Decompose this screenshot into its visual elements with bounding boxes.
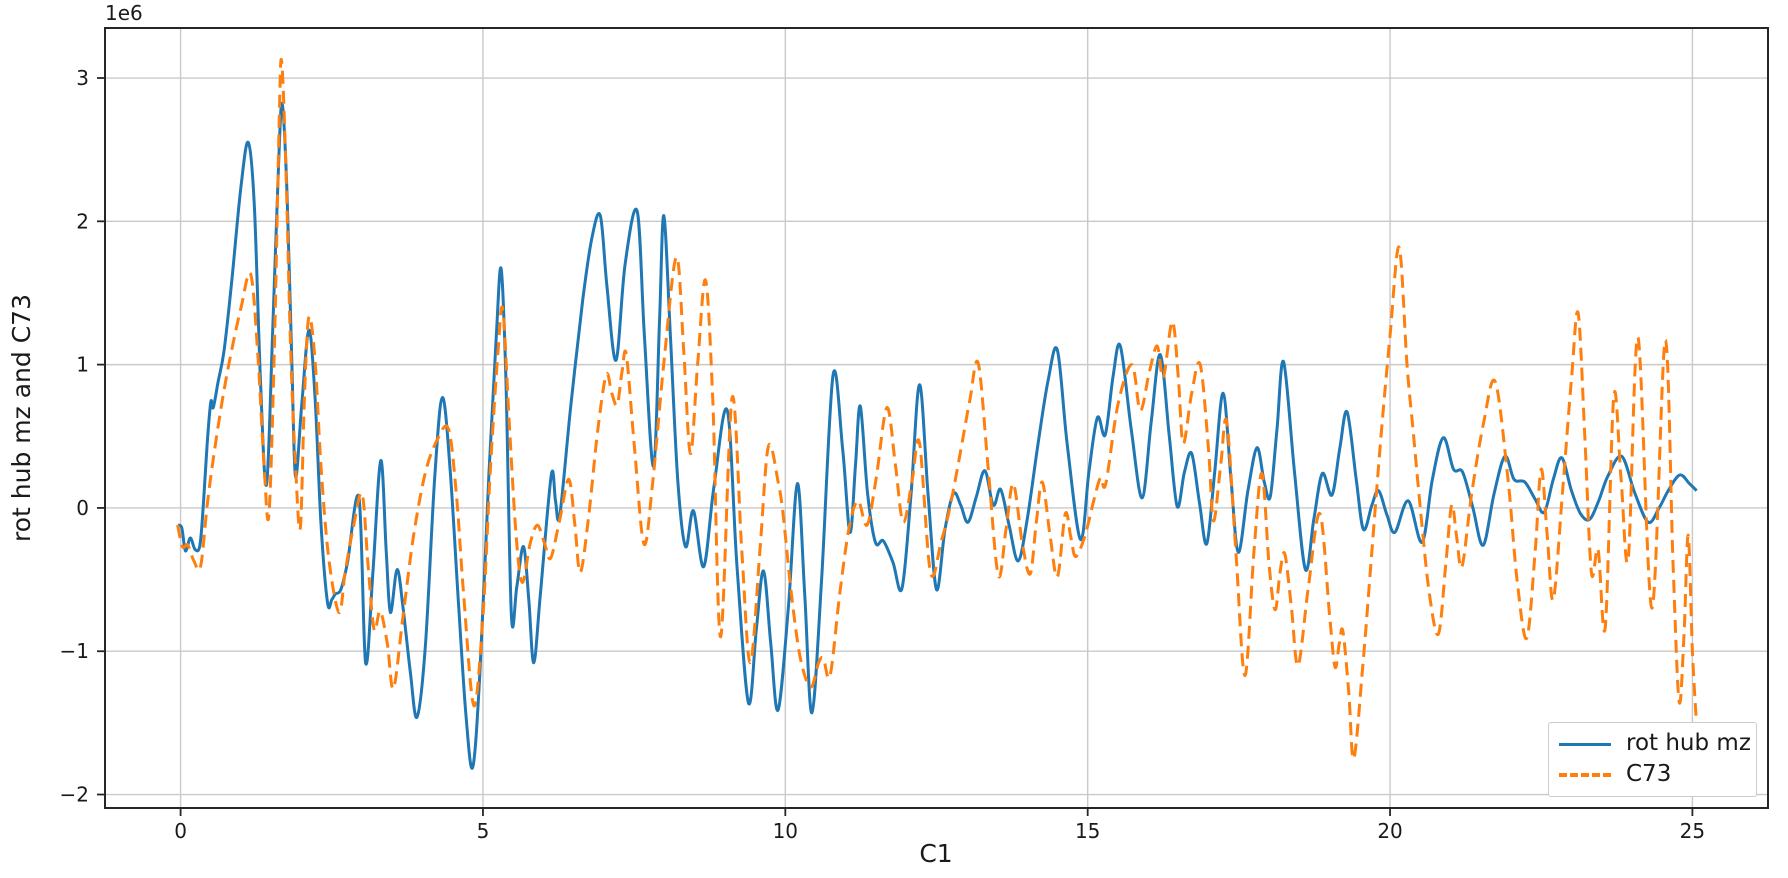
legend: rot hub mz C73 xyxy=(1548,722,1757,797)
x-tick-label: 15 xyxy=(1075,819,1100,843)
axis-layer: 0 5 10 15 20 25 −2 −1 0 1 2 3 xyxy=(60,27,1769,843)
x-tick-label: 10 xyxy=(773,819,798,843)
plot-spines xyxy=(104,27,1769,809)
y-tick-label: −2 xyxy=(60,783,89,807)
y-tick-label: −1 xyxy=(60,639,89,663)
y-tick-label: 0 xyxy=(76,496,89,520)
series-line-rot-hub-mz xyxy=(176,101,1698,770)
legend-entry-rot-hub-mz: rot hub mz xyxy=(1559,731,1751,756)
legend-label: rot hub mz xyxy=(1626,730,1751,757)
y-tick-label: 2 xyxy=(76,209,89,233)
x-axis-label: C1 xyxy=(919,839,952,868)
grid-layer xyxy=(105,28,1768,808)
y-tick-label: 1 xyxy=(76,353,89,377)
x-tick-label: 0 xyxy=(174,819,187,843)
legend-line-sample-solid xyxy=(1559,742,1611,746)
legend-entry-c73: C73 xyxy=(1559,761,1746,788)
series-layer xyxy=(176,57,1698,770)
x-tick-label: 20 xyxy=(1377,819,1402,843)
x-tick-label: 5 xyxy=(477,819,490,843)
legend-line-sample-dashed xyxy=(1559,772,1611,777)
axis-offset-text: 1e6 xyxy=(105,1,143,25)
legend-label: C73 xyxy=(1626,761,1672,788)
y-tick-label: 3 xyxy=(76,66,89,90)
x-tick-label: 25 xyxy=(1680,819,1705,843)
series-line-c73 xyxy=(176,57,1698,761)
y-axis-label: rot hub mz and C73 xyxy=(7,294,36,542)
